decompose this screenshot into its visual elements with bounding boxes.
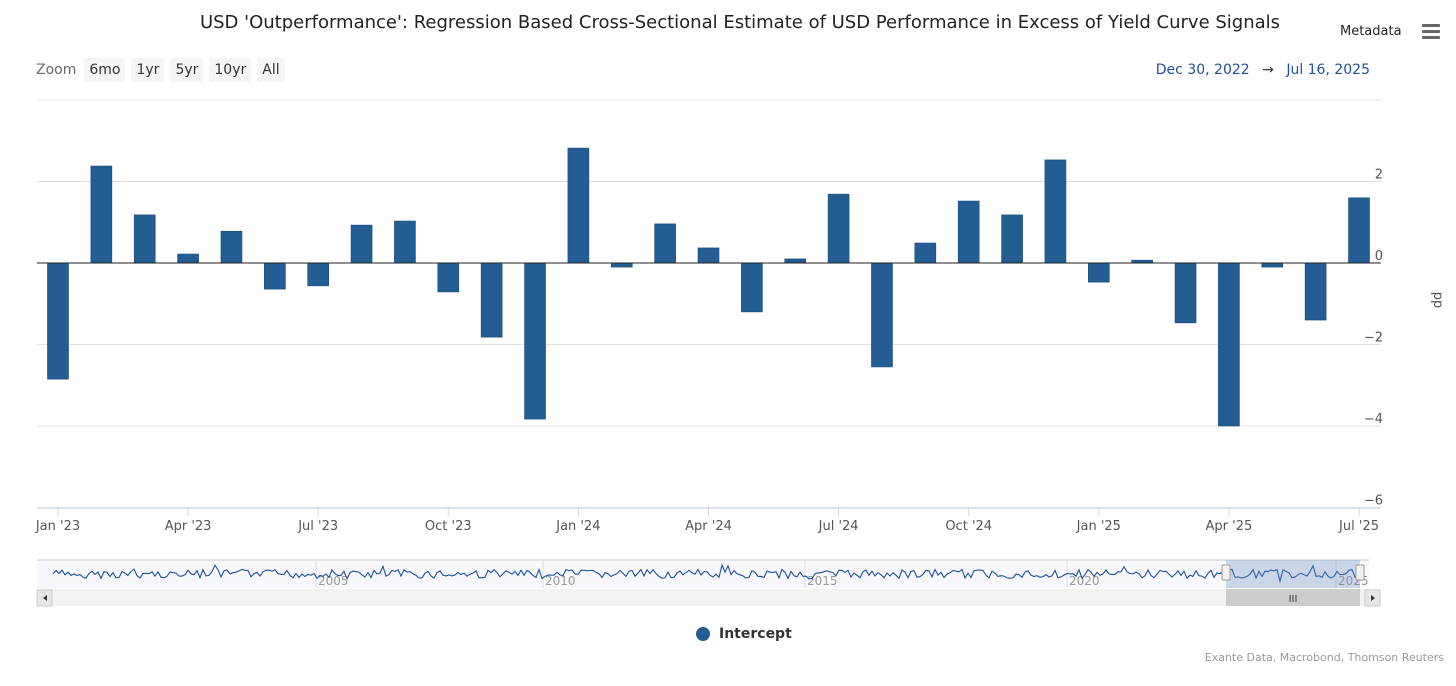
y-tick-label: −6 <box>1364 494 1383 509</box>
bar <box>567 147 590 264</box>
navigator-handle[interactable] <box>1221 564 1231 581</box>
bar <box>654 223 676 264</box>
x-tick-label: Jul '25 <box>1338 519 1379 534</box>
x-tick-label: Jan '24 <box>555 519 600 534</box>
legend-marker <box>696 627 710 641</box>
metadata-button[interactable]: Metadata <box>1340 24 1402 39</box>
navigator-selection <box>1226 560 1360 588</box>
bar-chart: −6 −4 −2 0 2 pp Jan '23 Apr '23 Jul '23 Oct '23 Ja… <box>35 99 1445 607</box>
x-tick-label: Jul '23 <box>297 519 338 534</box>
bar <box>784 258 807 264</box>
bar <box>394 220 416 264</box>
zoom-all-button[interactable]: All <box>257 58 285 82</box>
range-to-input[interactable]: Jul 16, 2025 <box>1286 62 1370 78</box>
bar <box>1218 262 1240 427</box>
x-tick-label: Oct '23 <box>425 519 472 534</box>
bar <box>957 200 980 264</box>
x-tick-label: Jan '23 <box>35 519 80 534</box>
bar <box>871 262 893 368</box>
bar <box>524 262 546 420</box>
bar <box>220 230 243 264</box>
x-tick-label: Apr '25 <box>1206 519 1253 534</box>
y-tick-label: −2 <box>1364 331 1383 346</box>
navigator-year-label: 2015 <box>807 574 838 588</box>
bar <box>480 262 503 338</box>
bar <box>1174 262 1197 324</box>
bar <box>741 262 763 313</box>
range-arrow: → <box>1262 62 1274 78</box>
bar <box>1304 262 1327 321</box>
bar <box>914 242 937 264</box>
bar <box>827 193 850 264</box>
scrollbar-grip-icon: III <box>1289 594 1298 605</box>
hamburger-menu-icon[interactable] <box>1422 24 1440 42</box>
y-axis-label: pp <box>1430 292 1445 309</box>
bar <box>177 253 199 264</box>
scroll-right-arrow-icon <box>1371 595 1375 601</box>
bar <box>1348 197 1370 264</box>
legend-label: Intercept <box>719 626 792 642</box>
chart-title: USD 'Outperformance': Regression Based C… <box>199 12 1281 33</box>
bar <box>350 224 373 264</box>
x-tick-label: Jan '25 <box>1076 519 1121 534</box>
bar <box>133 214 156 264</box>
y-tick-label: 0 <box>1375 249 1383 264</box>
bar <box>1261 262 1284 268</box>
bar <box>1088 262 1110 283</box>
bar <box>47 262 69 380</box>
y-tick-label: 2 <box>1375 168 1383 183</box>
x-tick-label: Jul '24 <box>818 519 859 534</box>
bar <box>437 262 460 293</box>
zoom-1yr-button[interactable]: 1yr <box>131 58 165 82</box>
range-from-input[interactable]: Dec 30, 2022 <box>1155 62 1250 78</box>
zoom-5yr-button[interactable]: 5yr <box>170 58 204 82</box>
zoom-label: Zoom <box>36 62 77 78</box>
navigator-year-label: 2005 <box>318 574 349 588</box>
scrollbar-thumb[interactable] <box>1226 589 1360 606</box>
x-tick-label: Apr '23 <box>165 519 212 534</box>
zoom-6mo-button[interactable]: 6mo <box>84 58 126 82</box>
bar <box>90 165 113 264</box>
navigator-handle[interactable] <box>1355 564 1365 581</box>
zoom-selector: Zoom 6mo 1yr 5yr 10yr All <box>36 58 285 82</box>
x-tick-label: Oct '24 <box>945 519 992 534</box>
navigator-year-label: 2020 <box>1069 574 1100 588</box>
scroll-left-arrow-icon <box>43 595 47 601</box>
bar <box>697 247 720 264</box>
legend-item-intercept[interactable]: Intercept <box>696 626 792 642</box>
zoom-10yr-button[interactable]: 10yr <box>209 58 252 82</box>
scrollbar-track[interactable] <box>37 589 1381 606</box>
navigator-series-line <box>52 563 1359 584</box>
credits: Exante Data, Macrobond, Thomson Reuters <box>1204 651 1444 664</box>
x-tick-label: Apr '24 <box>685 519 732 534</box>
bar <box>1044 159 1067 264</box>
bar <box>1001 214 1023 264</box>
y-tick-label: −4 <box>1364 412 1383 427</box>
bar <box>610 262 633 268</box>
bar <box>307 262 330 287</box>
date-range: Dec 30, 2022 → Jul 16, 2025 <box>1152 62 1374 78</box>
navigator-year-label: 2010 <box>545 574 576 588</box>
bar <box>264 262 286 290</box>
